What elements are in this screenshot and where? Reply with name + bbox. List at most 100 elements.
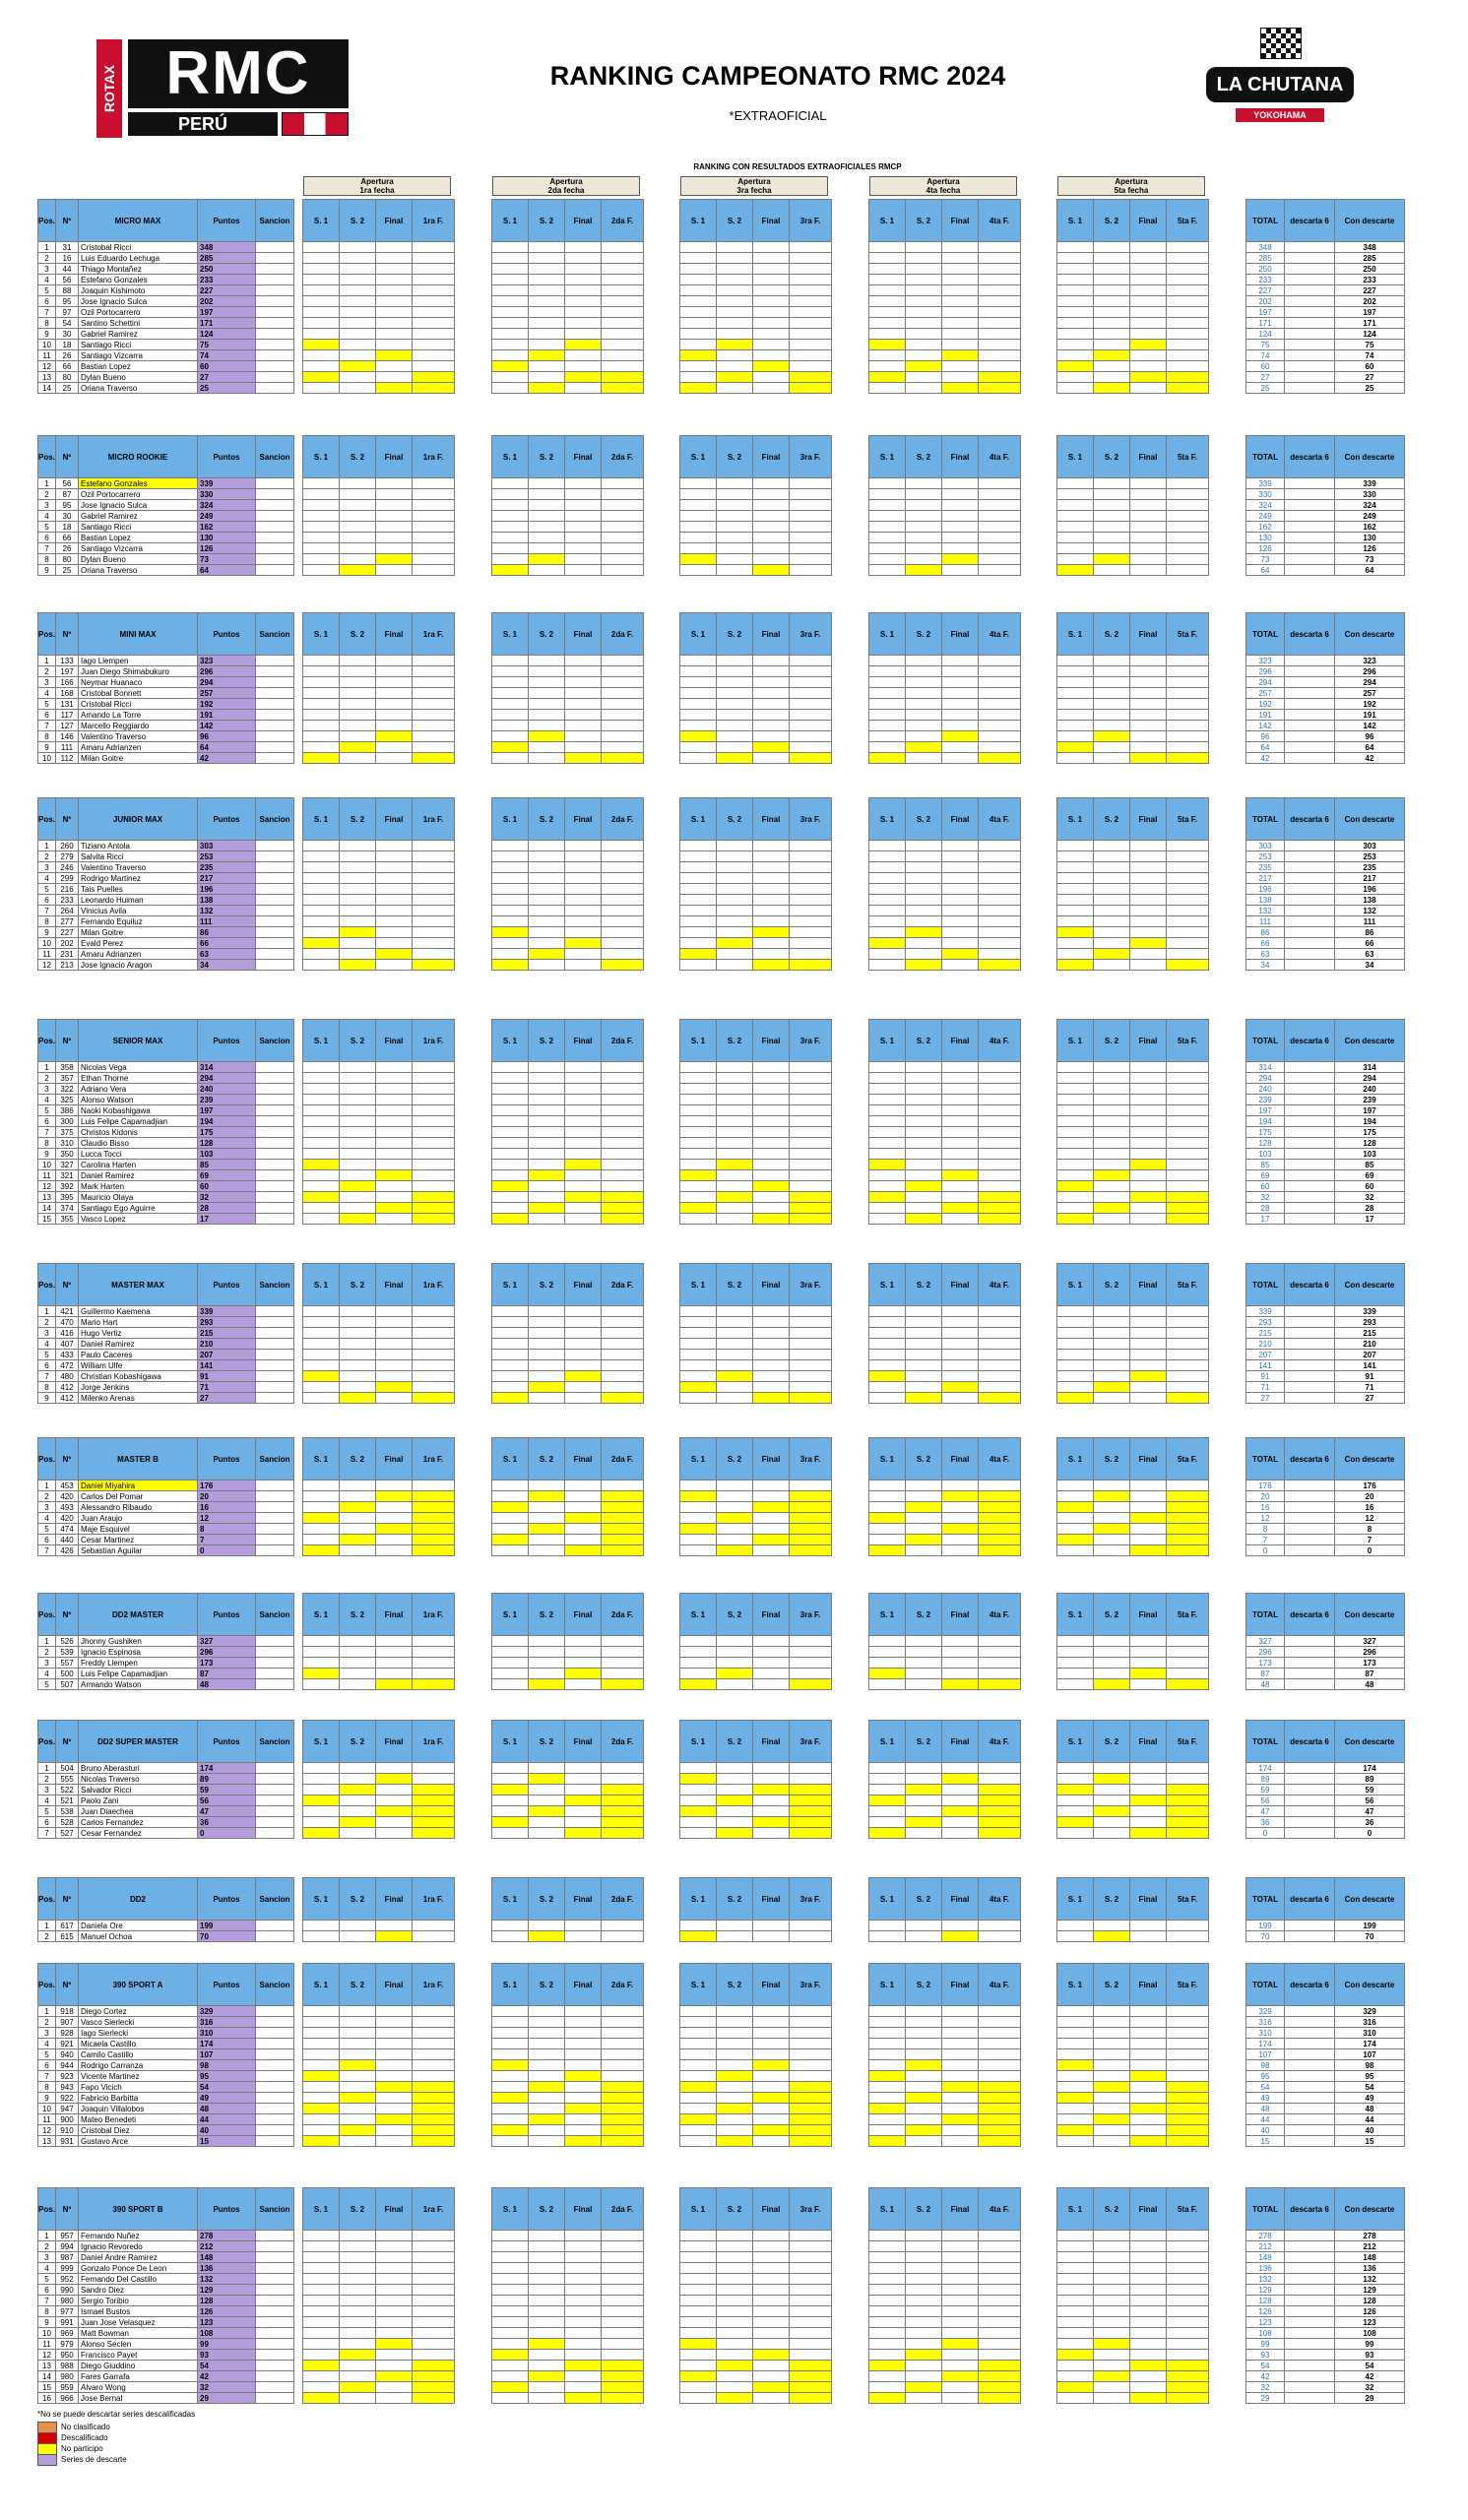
fecha-cell [905,1316,942,1328]
fecha-table-5: S. 1 S. 2 Final 5ta F. [1056,1593,1209,1690]
fecha-cell [491,1349,529,1360]
descarta-cell [1284,1137,1335,1149]
fecha-cell [528,1202,565,1214]
table-row: 6 528 Carlos Fernandez 36 [37,1816,294,1828]
fecha-cell [528,2124,565,2136]
fecha-cell [1129,2230,1167,2241]
fecha-cell [978,1827,1021,1839]
fecha-cell [302,1104,340,1116]
fecha-cell [1093,2381,1130,2393]
table-row [1056,959,1209,971]
fecha-cell [752,1213,790,1225]
pos-cell: 12 [37,1180,56,1192]
ranking-table: Pos. Nº 390 SPORT A Puntos Sancion 1 918 Diego … [37,1963,294,2147]
col-sancion: Sancion [255,612,294,656]
table-row [491,488,644,500]
fecha-cell [564,676,602,688]
col-puntos: Puntos [197,1963,256,2006]
col-fecha-total: 2da F. [601,1019,644,1062]
fecha-cell [716,655,753,666]
fecha-cell [412,1930,455,1942]
table-row [302,339,455,350]
driver-name: Bastian Lopez [78,360,198,372]
descarta-cell [1284,349,1335,361]
fecha-cell [601,840,644,851]
col-s1: S. 1 [868,2187,906,2231]
fecha-cell [868,1061,906,1073]
no-cell: 527 [55,1827,79,1839]
table-row [491,1930,644,1942]
fecha-cell [868,564,906,576]
fecha-cell [752,499,790,511]
table-row [491,2262,644,2274]
fecha-cell [339,306,376,318]
fecha-cell [1166,2305,1209,2317]
fecha-cell [375,1512,413,1524]
table-row [1056,1213,1209,1225]
no-cell: 507 [55,1678,79,1690]
fecha-cell [412,1501,455,1513]
sancion-cell [255,564,294,576]
fecha-cell [601,2027,644,2039]
col-fecha-total: 2da F. [601,1877,644,1921]
fecha-cell [789,2284,832,2296]
fecha-cell [978,349,1021,361]
no-cell: 95 [55,295,79,307]
table-row [1056,1795,1209,1806]
fecha-cell [302,915,340,927]
col-final: Final [375,612,413,656]
driver-name: Ozil Portocarrero [78,488,198,500]
fecha-table-2: S. 1 S. 2 Final 2da F. [491,1437,644,1556]
fecha-cell [941,1104,979,1116]
fecha-cell [302,295,340,307]
ranking-table: Pos. Nº SENIOR MAX Puntos Sancion 1 358 Nicolas… [37,1019,294,1225]
puntos-cell: 330 [197,488,256,500]
fecha-cell [302,2070,340,2082]
fecha-cell [1093,2305,1130,2317]
table-row [302,2392,455,2404]
fecha-cell [1093,1061,1130,1073]
fecha-cell [905,1816,942,1828]
fecha-cell [564,687,602,699]
fecha-cell [716,698,753,710]
con-descarte-cell: 60 [1334,1180,1405,1192]
col-s1: S. 1 [679,797,717,841]
pos-cell: 13 [37,2360,56,2371]
col-puntos: Puntos [197,1019,256,1062]
fecha-cell [789,2262,832,2274]
fecha-cell [905,2295,942,2306]
fecha-cell [868,360,906,372]
fecha-cell [375,295,413,307]
fecha-cell [1166,959,1209,971]
fecha-cell [1093,1805,1130,1817]
fecha-cell [716,1544,753,1556]
table-row: 4 921 Micaela Castillo 174 [37,2038,294,2049]
fecha-cell [375,1762,413,1774]
fecha-cell [752,542,790,554]
puntos-cell: 202 [197,295,256,307]
fecha-cell [752,1920,790,1931]
table-row [491,1762,644,1774]
fecha-cell [941,1668,979,1679]
descarta-cell [1284,1501,1335,1513]
fecha-cell [339,926,376,938]
table-row: 171 171 [1245,317,1405,329]
table-row [868,1213,1021,1225]
driver-name: Micaela Castillo [78,2038,198,2049]
table-row [679,510,832,522]
table-row [679,1094,832,1105]
fecha-cell [941,1534,979,1545]
table-row [868,709,1021,721]
pos-cell: 7 [37,720,56,731]
pos-cell: 1 [37,1305,56,1317]
table-row [679,948,832,960]
fecha-cell [375,284,413,296]
fecha-cell [752,1657,790,1669]
table-row [491,542,644,554]
table-row: 6 66 Bastian Lopez 130 [37,532,294,543]
table-row: 44 44 [1245,2113,1405,2125]
fecha-cell [905,339,942,350]
fecha-table-1: S. 1 S. 2 Final 1ra F. [302,1263,455,1404]
fecha-cell [528,937,565,949]
no-cell: 350 [55,1148,79,1160]
